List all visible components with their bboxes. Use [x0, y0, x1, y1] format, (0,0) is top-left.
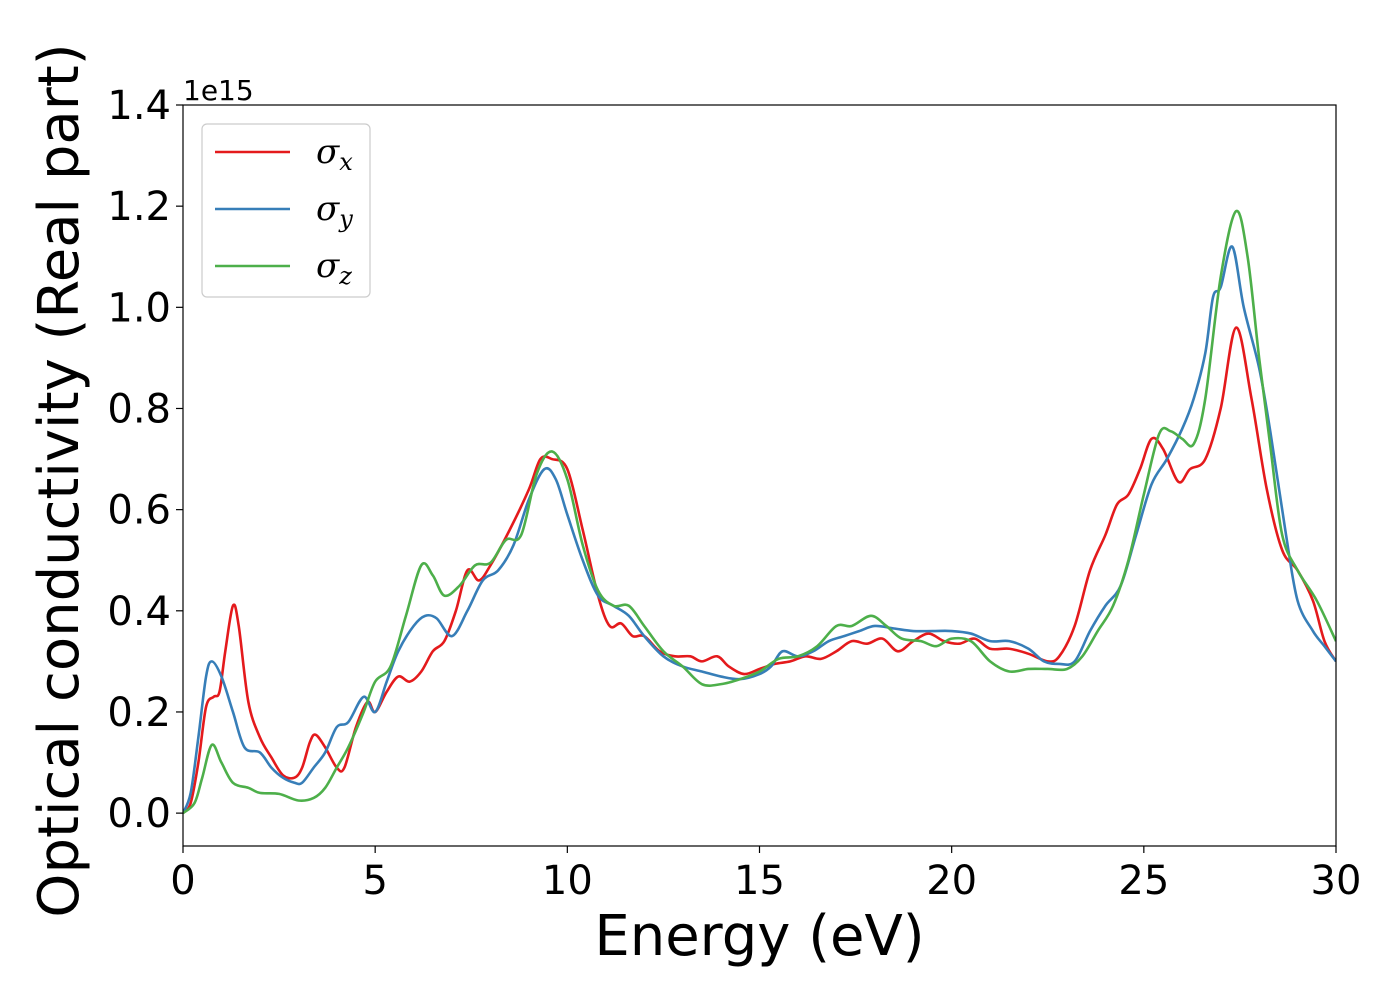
y-tick-label: 0.6	[107, 488, 171, 534]
legend-label-x: σx	[316, 132, 353, 176]
y-tick-label: 1.0	[107, 285, 171, 331]
y-tick-label: 1.4	[107, 83, 171, 129]
y-axis-label: Optical conductivity (Real part)	[27, 43, 92, 917]
y-tick-label: 0.0	[107, 791, 171, 837]
y-tick-label: 0.4	[107, 589, 171, 635]
legend-label-y: σy	[316, 189, 353, 233]
y-offset-label: 1e15	[183, 74, 254, 107]
x-axis-label: Energy (eV)	[594, 904, 924, 969]
y-tick-label: 0.8	[107, 386, 171, 432]
series-layer	[183, 209, 1336, 815]
series-line-x	[183, 326, 1336, 815]
ticks-layer: 0 5 10 15 20 25 30 0.0 0.2 0.4 0.6 0.8 1.0 1.2 1.4	[107, 83, 1361, 904]
legend-box	[201, 123, 371, 298]
x-tick-label: 0	[170, 858, 195, 904]
x-tick-label: 15	[734, 858, 785, 904]
series-line-z	[183, 209, 1336, 815]
series-line-y	[183, 245, 1336, 814]
legend-label-z: σz	[316, 246, 352, 290]
x-tick-label: 30	[1311, 858, 1362, 904]
x-tick-label: 5	[362, 858, 387, 904]
x-tick-label: 25	[1118, 858, 1169, 904]
y-tick-label: 1.2	[107, 184, 171, 230]
x-tick-label: 10	[542, 858, 593, 904]
y-tick-label: 0.2	[107, 690, 171, 736]
legend: σx σy σz	[201, 123, 371, 298]
x-tick-label: 20	[926, 858, 977, 904]
